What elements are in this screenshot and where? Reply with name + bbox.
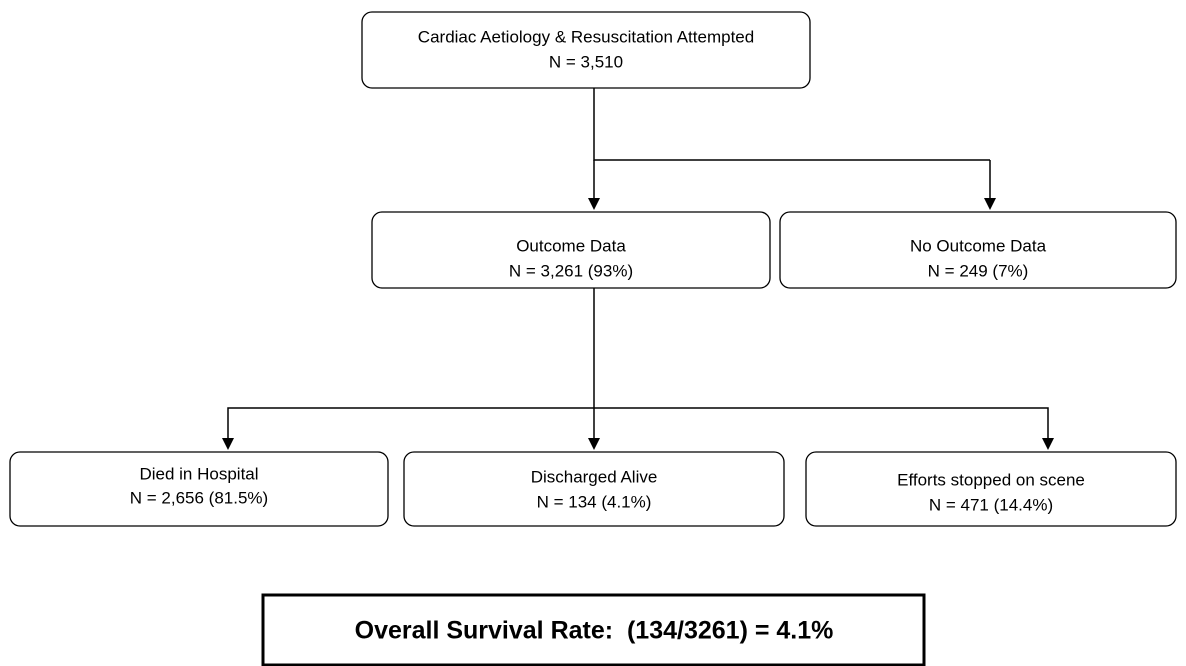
node-box <box>9 451 389 527</box>
node-detail: N = 2,656 (81.5%) <box>130 488 268 507</box>
node: Outcome Data N = 3,261 (93%) <box>371 211 771 289</box>
summary-frame <box>261 593 926 666</box>
node-detail: N = 3,510 <box>549 52 623 71</box>
node-box <box>779 211 1177 289</box>
node: No Outcome Data N = 249 (7%) <box>779 211 1177 289</box>
summary-box: Overall Survival Rate: (134/3261) = 4.1% <box>261 593 926 666</box>
summary-text: Overall Survival Rate: (134/3261) = 4.1% <box>355 617 834 645</box>
node-title: No Outcome Data <box>910 236 1047 255</box>
node: Died in Hospital N = 2,656 (81.5%) <box>9 451 389 527</box>
node: Discharged Alive N = 134 (4.1%) <box>403 451 785 527</box>
node: Efforts stopped on scene N = 471 (14.4%) <box>805 451 1177 527</box>
node-box <box>361 11 811 89</box>
node-box <box>403 451 785 527</box>
node-detail: N = 249 (7%) <box>928 261 1029 280</box>
node: Cardiac Aetiology & Resuscitation Attemp… <box>361 11 811 89</box>
node-title: Outcome Data <box>516 236 626 255</box>
node-detail: N = 134 (4.1%) <box>537 492 652 511</box>
node-title: Died in Hospital <box>139 464 258 483</box>
connectors <box>222 88 1054 450</box>
node-box <box>371 211 771 289</box>
node-title: Discharged Alive <box>531 467 658 486</box>
node-detail: N = 3,261 (93%) <box>509 261 633 280</box>
node-title: Cardiac Aetiology & Resuscitation Attemp… <box>418 27 754 46</box>
node-box <box>805 451 1177 527</box>
node-detail: N = 471 (14.4%) <box>929 495 1053 514</box>
node-title: Efforts stopped on scene <box>897 470 1085 489</box>
